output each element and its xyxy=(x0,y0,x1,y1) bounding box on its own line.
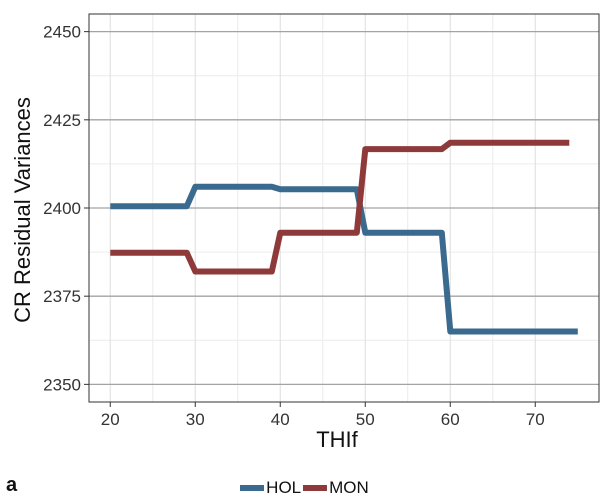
legend-key-hol xyxy=(240,484,265,491)
x-axis-label: THIf xyxy=(316,427,358,452)
y-axis-label: CR Residual Variances xyxy=(10,97,35,323)
series-line-hol xyxy=(110,183,578,335)
x-tick-label: 70 xyxy=(526,410,545,429)
y-tick-label: 2350 xyxy=(43,375,81,394)
legend-label-hol: HOL xyxy=(266,478,302,497)
y-tick-label: 2400 xyxy=(43,199,81,218)
y-tick-label: 2450 xyxy=(43,23,81,42)
axis-ticks xyxy=(84,31,536,407)
y-axis-tick-labels: 2350 2375 2400 2425 2450 xyxy=(43,23,81,395)
legend-label-mon: MON xyxy=(329,478,369,497)
x-tick-label: 50 xyxy=(356,410,375,429)
legend: HOL MON xyxy=(0,478,609,498)
x-tick-label: 30 xyxy=(186,410,205,429)
x-axis-tick-labels: 20 30 40 50 60 70 xyxy=(101,410,545,429)
y-tick-label: 2425 xyxy=(43,111,81,130)
legend-item-mon: MON xyxy=(303,478,369,498)
series-line-mon xyxy=(110,139,570,275)
x-tick-label: 20 xyxy=(101,410,120,429)
x-tick-label: 40 xyxy=(271,410,290,429)
panel-label: a xyxy=(6,474,18,496)
x-tick-label: 60 xyxy=(441,410,460,429)
major-gridlines xyxy=(89,14,599,402)
legend-item-hol: HOL xyxy=(240,478,301,498)
y-tick-label: 2375 xyxy=(43,287,81,306)
series-lines xyxy=(110,139,578,335)
legend-key-mon xyxy=(303,484,328,491)
